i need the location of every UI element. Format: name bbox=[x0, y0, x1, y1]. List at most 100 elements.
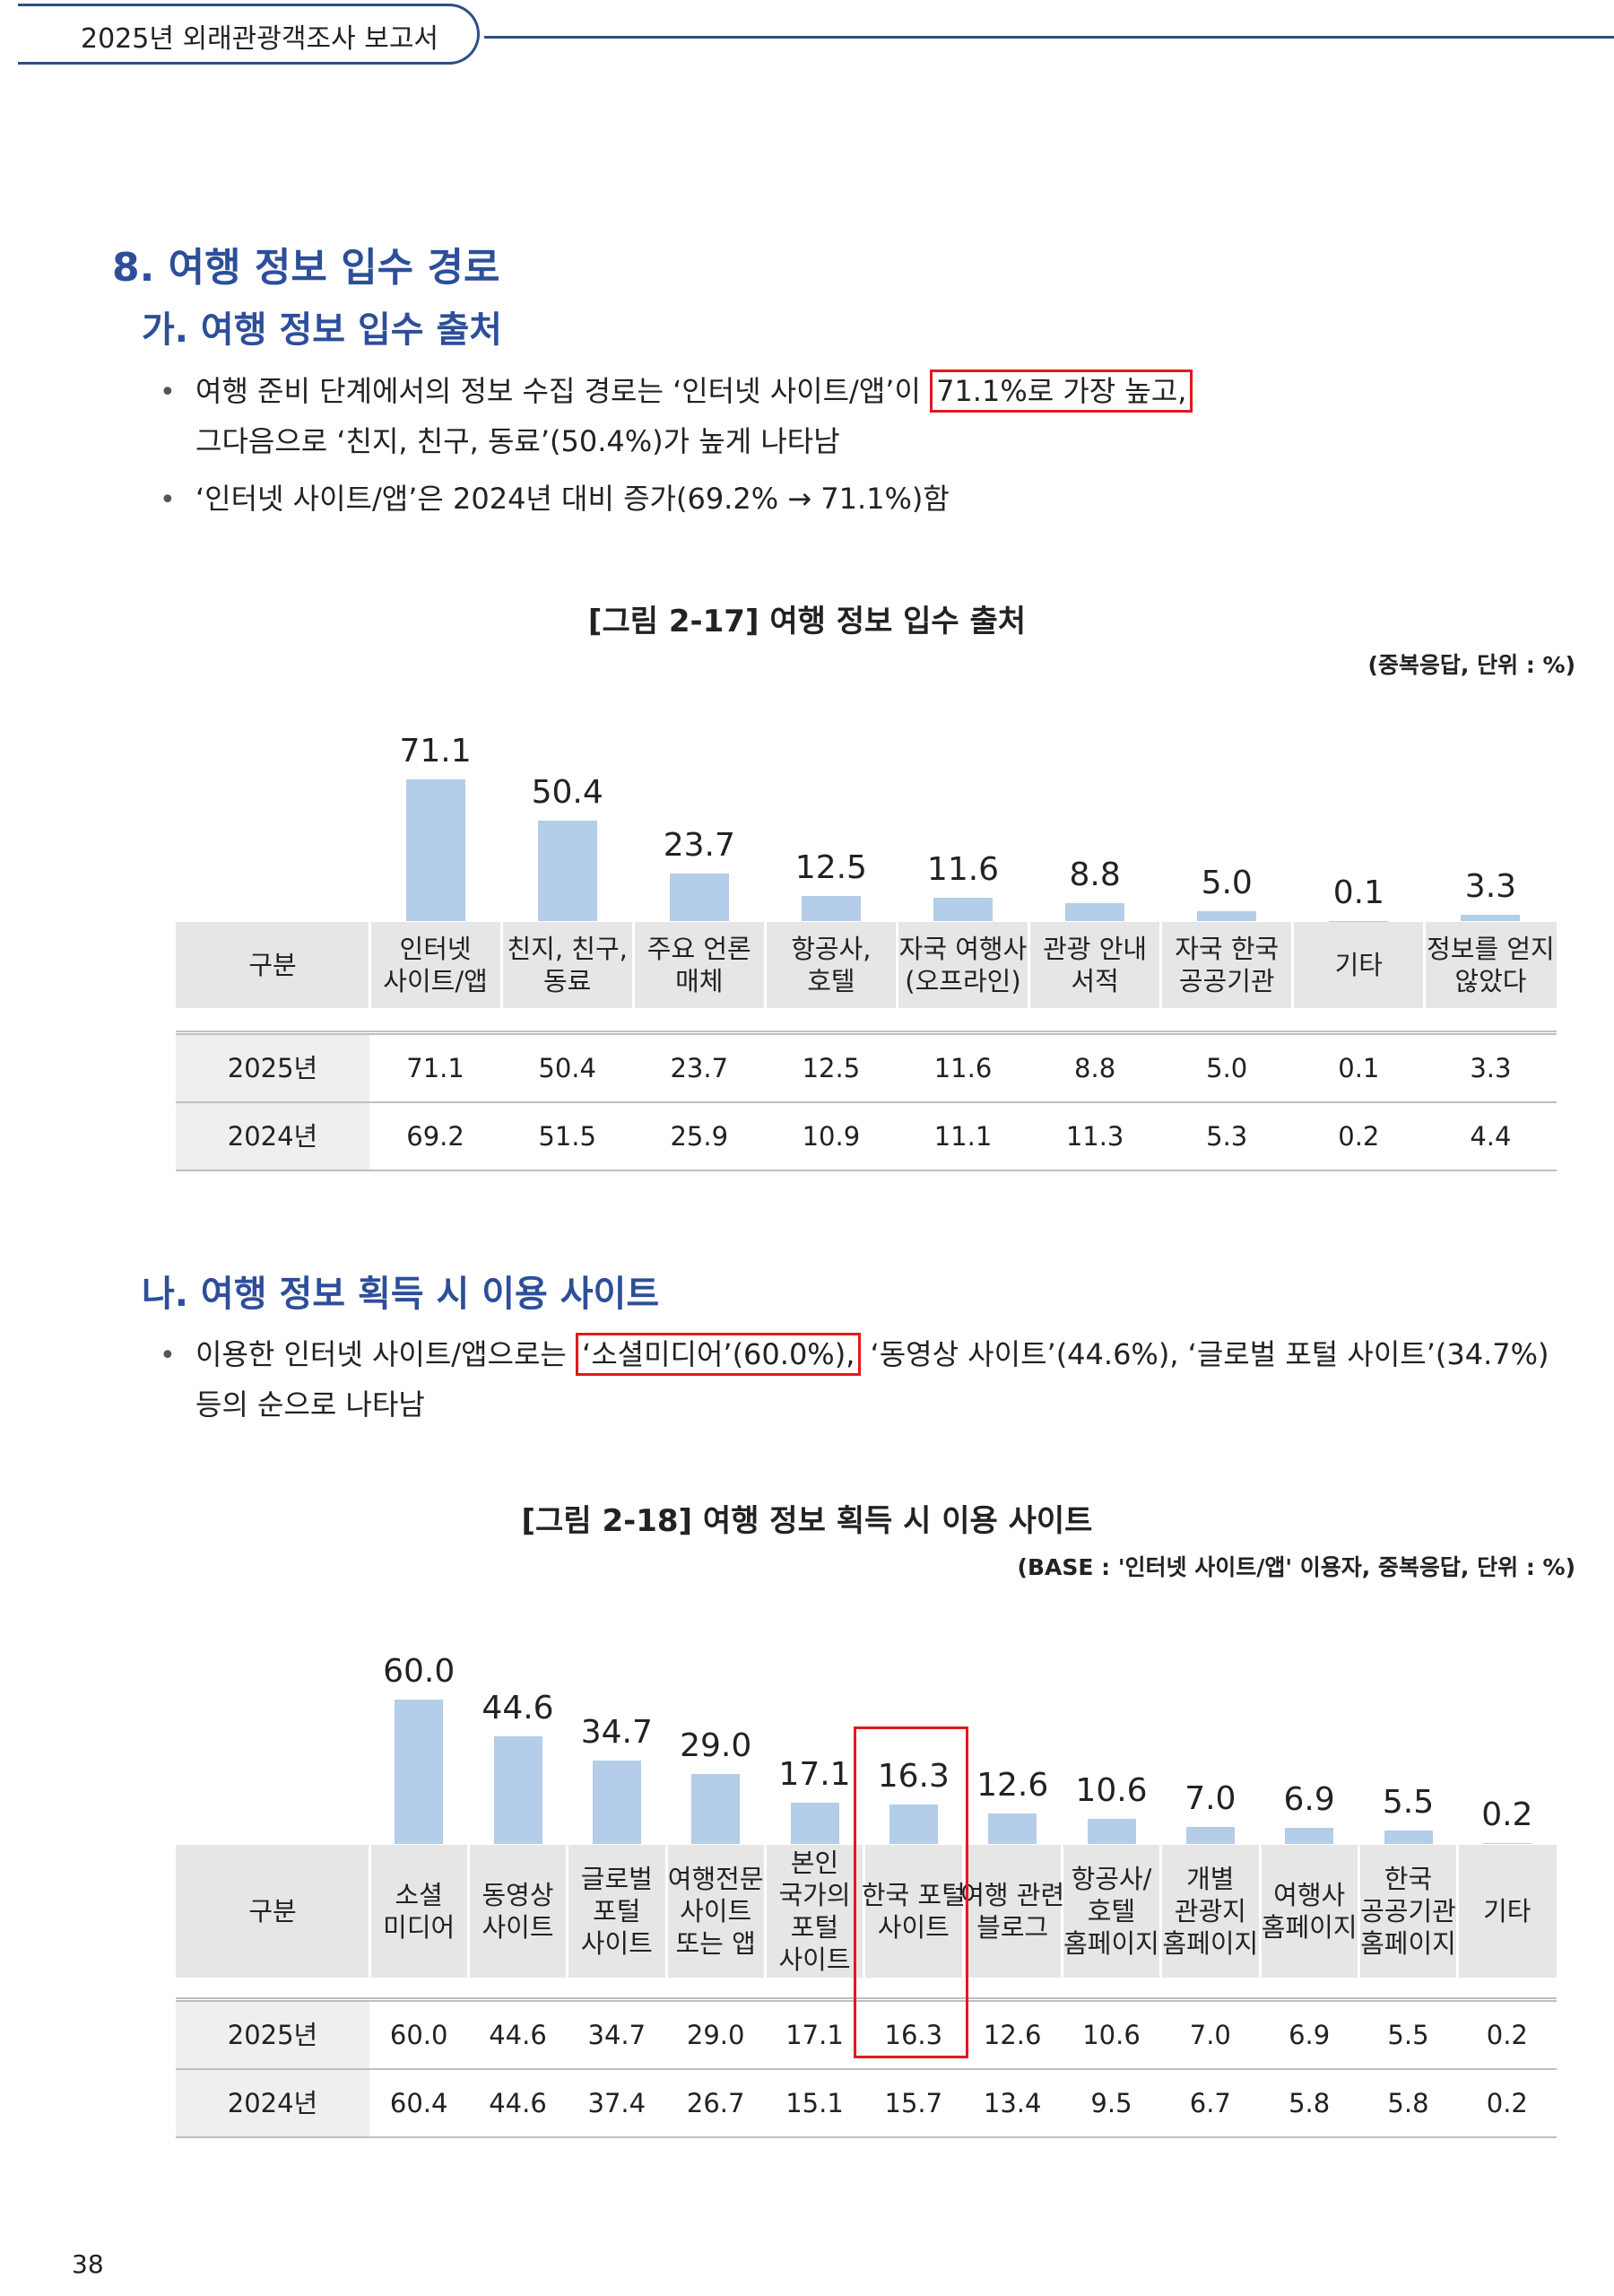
section-heading: 8. 여행 정보 입수 경로 bbox=[112, 245, 500, 291]
table-cell: 15.1 bbox=[785, 2088, 844, 2118]
table-cell: 29.0 bbox=[686, 2020, 745, 2050]
category-label: 소셜 미디어 bbox=[383, 1880, 456, 1943]
bar bbox=[395, 1700, 444, 1844]
bar bbox=[988, 1813, 1037, 1844]
paragraph-b1-text-post: ‘동영상 사이트’(44.6%), ‘글로벌 포털 사이트’(34.7%) bbox=[870, 1337, 1549, 1371]
table-cell: 37.4 bbox=[587, 2088, 646, 2118]
category-label: 기타 bbox=[1334, 950, 1383, 980]
bar bbox=[933, 898, 993, 921]
column-separator bbox=[466, 1845, 470, 1978]
table-row-divider bbox=[176, 2136, 1557, 2138]
report-title: 2025년 외래관광객조사 보고서 bbox=[81, 23, 439, 55]
row-label: 2024년 bbox=[227, 1121, 318, 1152]
bar bbox=[1185, 1827, 1235, 1844]
category-label: 항공사, 호텔 bbox=[791, 934, 872, 996]
category-label: 본인 국가의 포털 사이트 bbox=[778, 1848, 851, 1975]
category-label: 동영상 사이트 bbox=[482, 1880, 554, 1943]
subsection-heading-a: 가. 여행 정보 입수 출처 bbox=[142, 309, 503, 351]
row-label: 2024년 bbox=[227, 2088, 318, 2118]
category-label: 여행사 홈페이지 bbox=[1261, 1880, 1358, 1943]
table-cell: 60.0 bbox=[389, 2020, 448, 2050]
category-label: 항공사/ 호텔 홈페이지 bbox=[1063, 1864, 1159, 1959]
table-cell: 12.6 bbox=[983, 2020, 1042, 2050]
column-separator bbox=[763, 922, 767, 1008]
table-cell: 10.6 bbox=[1082, 2020, 1141, 2050]
bar-value-label: 60.0 bbox=[383, 1653, 456, 1691]
row-header-label: 구분 bbox=[248, 950, 297, 980]
column-separator bbox=[1159, 1845, 1163, 1978]
bar-value-label: 8.8 bbox=[1069, 857, 1121, 894]
table-row-divider bbox=[176, 1101, 1557, 1103]
category-label: 한국 공공기관 홈페이지 bbox=[1360, 1864, 1456, 1959]
paragraph-b1-line1: 이용한 인터넷 사이트/앱으로는 ‘소셜미디어’(60.0%), ‘동영상 사이… bbox=[195, 1329, 1549, 1379]
bar-value-label: 0.2 bbox=[1481, 1796, 1533, 1834]
bar bbox=[1197, 910, 1257, 921]
bullet-icon: • bbox=[160, 484, 176, 516]
column-separator bbox=[1357, 1845, 1360, 1978]
table-cell: 10.9 bbox=[802, 1121, 861, 1152]
row-label-bg bbox=[176, 1035, 369, 1101]
bar-value-label: 6.9 bbox=[1283, 1780, 1335, 1818]
bar-value-label: 10.6 bbox=[1075, 1771, 1148, 1809]
table-cell: 5.5 bbox=[1387, 2020, 1429, 2050]
table-cell: 13.4 bbox=[983, 2088, 1042, 2118]
bar bbox=[1482, 1843, 1532, 1844]
header-tab bbox=[18, 4, 480, 65]
column-highlight-box bbox=[854, 1726, 968, 2058]
bar bbox=[801, 896, 861, 921]
table-cell: 4.4 bbox=[1470, 1121, 1512, 1152]
table-cell: 17.1 bbox=[785, 2020, 844, 2050]
paragraph-a1-line1: 여행 준비 단계에서의 정보 수집 경로는 ‘인터넷 사이트/앱’이 71.1%… bbox=[195, 366, 1193, 416]
bar-value-label: 12.5 bbox=[794, 849, 867, 887]
table-cell: 11.1 bbox=[933, 1121, 993, 1152]
column-separator bbox=[1060, 1845, 1063, 1978]
bar-value-label: 44.6 bbox=[482, 1690, 554, 1727]
bullet-icon: • bbox=[160, 1340, 176, 1371]
bar bbox=[592, 1761, 641, 1844]
table-cell: 0.1 bbox=[1338, 1053, 1380, 1083]
column-separator bbox=[368, 1845, 371, 1978]
paragraph-a2: ‘인터넷 사이트/앱’은 2024년 대비 증가(69.2% → 71.1%)함 bbox=[195, 482, 950, 516]
table-cell: 44.6 bbox=[489, 2020, 547, 2050]
category-label: 관광 안내 서적 bbox=[1043, 934, 1148, 996]
bar-value-label: 29.0 bbox=[680, 1727, 752, 1765]
table-cell: 11.3 bbox=[1065, 1121, 1124, 1152]
bar bbox=[691, 1774, 741, 1844]
table-cell: 50.4 bbox=[538, 1053, 596, 1083]
column-separator bbox=[1258, 1845, 1262, 1978]
table-row-divider bbox=[176, 2068, 1557, 2070]
column-separator bbox=[566, 1845, 569, 1978]
table-cell: 69.2 bbox=[406, 1121, 464, 1152]
bar-value-label: 11.6 bbox=[926, 851, 1000, 889]
table-cell: 34.7 bbox=[587, 2020, 646, 2050]
column-separator bbox=[1456, 1845, 1460, 1978]
column-separator bbox=[1291, 922, 1295, 1008]
bar-value-label: 71.1 bbox=[399, 733, 472, 770]
bar bbox=[1285, 1827, 1334, 1844]
table-row-divider bbox=[176, 1170, 1557, 1171]
row-label-bg bbox=[176, 2070, 369, 2136]
bar-value-label: 12.6 bbox=[976, 1767, 1049, 1805]
bar bbox=[493, 1736, 542, 1844]
table-cell: 5.8 bbox=[1289, 2088, 1331, 2118]
bar-value-label: 3.3 bbox=[1464, 867, 1517, 905]
bar-value-label: 50.4 bbox=[531, 774, 603, 812]
table-row-divider bbox=[176, 1033, 1557, 1035]
bar bbox=[1461, 914, 1521, 921]
paragraph-a1-text: 여행 준비 단계에서의 정보 수집 경로는 ‘인터넷 사이트/앱’이 bbox=[195, 374, 921, 408]
subsection-heading-b: 나. 여행 정보 획득 시 이용 사이트 bbox=[142, 1274, 660, 1315]
figure-title: [그림 2-17] 여행 정보 입수 출처 bbox=[587, 604, 1027, 639]
paragraph-b1-text: 이용한 인터넷 사이트/앱으로는 bbox=[195, 1337, 567, 1371]
paragraph-a1-line2: 그다음으로 ‘친지, 친구, 동료’(50.4%)가 높게 나타남 bbox=[195, 424, 840, 458]
category-label: 자국 여행사 (오프라인) bbox=[898, 934, 1028, 996]
figure-unit: (BASE : '인터넷 사이트/앱' 이용자, 중복응답, 단위 : %) bbox=[1017, 1554, 1575, 1580]
bar-value-label: 7.0 bbox=[1184, 1780, 1237, 1818]
bar bbox=[405, 779, 465, 921]
bar bbox=[669, 874, 729, 921]
row-label-bg bbox=[176, 1103, 369, 1170]
category-label: 주요 언론 매체 bbox=[646, 934, 751, 996]
table-cell: 26.7 bbox=[686, 2088, 745, 2118]
category-label: 글로벌 포털 사이트 bbox=[580, 1864, 653, 1959]
column-separator bbox=[763, 1845, 767, 1978]
table-cell: 51.5 bbox=[538, 1121, 596, 1152]
